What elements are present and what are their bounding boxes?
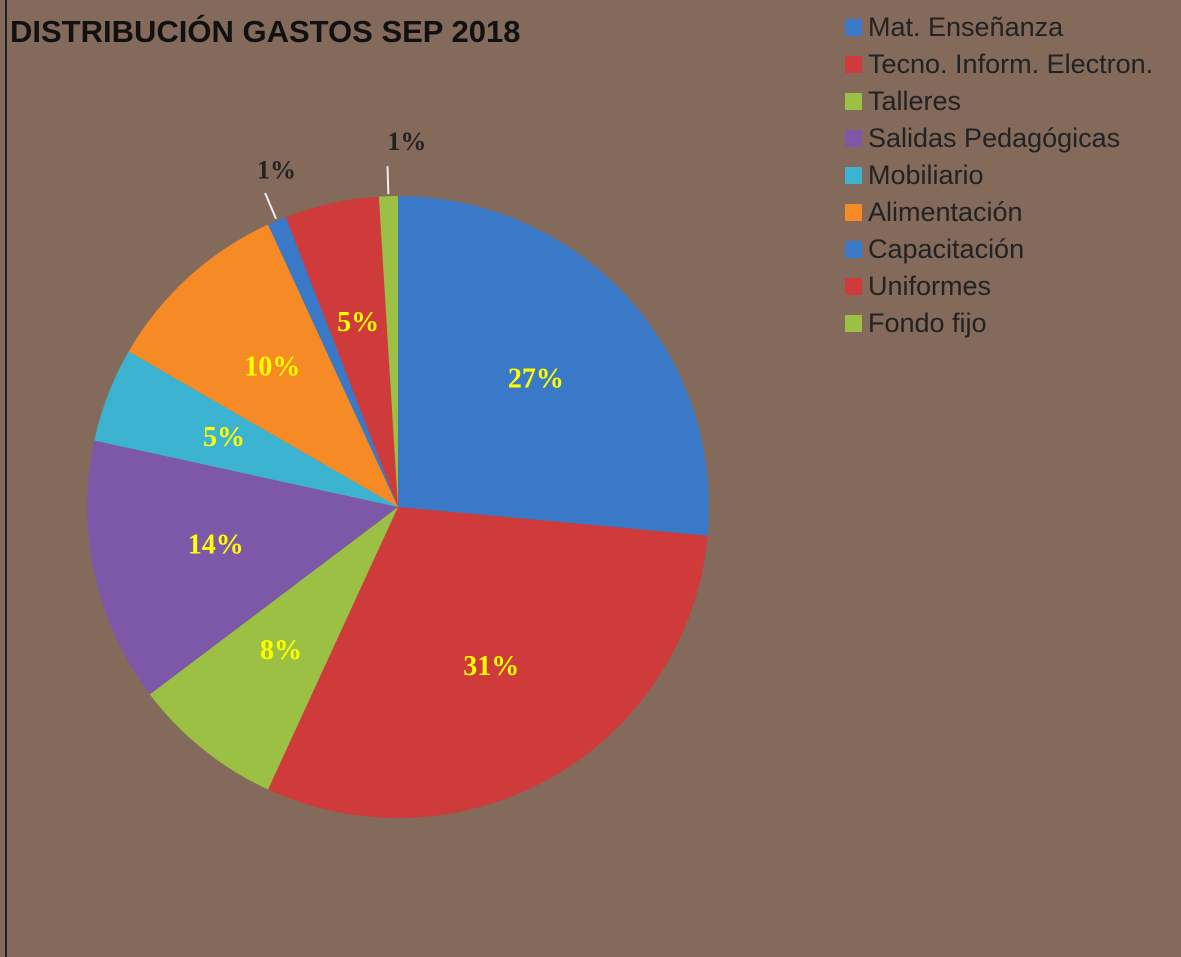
pie-slice: [149, 507, 398, 790]
legend-item: Alimentación: [845, 195, 1165, 229]
legend-item: Salidas Pedagógicas: [845, 121, 1165, 155]
data-label: 1%: [387, 127, 426, 156]
pie-slice: [378, 196, 398, 507]
chart-title: DISTRIBUCIÓN GASTOS SEP 2018: [10, 13, 521, 49]
data-label: 31%: [463, 651, 519, 682]
pie-slice: [268, 217, 398, 507]
data-label: 5%: [337, 307, 379, 338]
legend-swatch: [845, 278, 862, 295]
legend-label: Mobiliario: [868, 160, 984, 190]
legend-label: Capacitación: [868, 234, 1025, 264]
legend-swatch: [845, 93, 862, 110]
pie-slice: [94, 351, 399, 507]
data-label: 1%: [257, 156, 296, 185]
data-label: 10%: [244, 352, 300, 383]
pie-slice: [86, 440, 398, 695]
legend-item: Capacitación: [845, 232, 1165, 266]
pie-slice: [285, 196, 398, 508]
leader-line: [386, 166, 390, 195]
pie-slice: [128, 224, 399, 508]
legend-swatch: [845, 167, 862, 184]
pie-slice: [398, 196, 709, 536]
legend-label: Fondo fijo: [868, 308, 987, 338]
legend-swatch: [845, 130, 862, 147]
legend-swatch: [845, 204, 862, 221]
legend-label: Uniformes: [868, 271, 992, 301]
legend-item: Fondo fijo: [845, 306, 1165, 340]
legend-item: Talleres: [845, 84, 1165, 118]
legend-label: Mat. Enseñanza: [868, 12, 1064, 42]
legend-swatch: [845, 241, 862, 258]
legend-swatch: [845, 19, 862, 36]
leader-line: [264, 192, 277, 220]
legend-item: Tecno. Inform. Electron.: [845, 47, 1165, 81]
legend-label: Talleres: [868, 86, 962, 116]
legend-item: Uniformes: [845, 269, 1165, 303]
legend-label: Salidas Pedagógicas: [868, 123, 1121, 153]
data-label: 27%: [508, 364, 564, 395]
data-label: 5%: [203, 422, 245, 453]
data-label: 8%: [260, 635, 302, 666]
data-label: 14%: [188, 529, 244, 560]
legend-swatch: [845, 315, 862, 332]
legend-swatch: [845, 56, 862, 73]
legend-item: Mat. Enseñanza: [845, 10, 1165, 44]
legend-label: Tecno. Inform. Electron.: [868, 49, 1154, 79]
legend: Mat. Enseñanza Tecno. Inform. Electron. Ta…: [845, 10, 1165, 343]
legend-item: Mobiliario: [845, 158, 1165, 192]
pie-slice: [268, 507, 708, 819]
legend-label: Alimentación: [868, 197, 1023, 227]
